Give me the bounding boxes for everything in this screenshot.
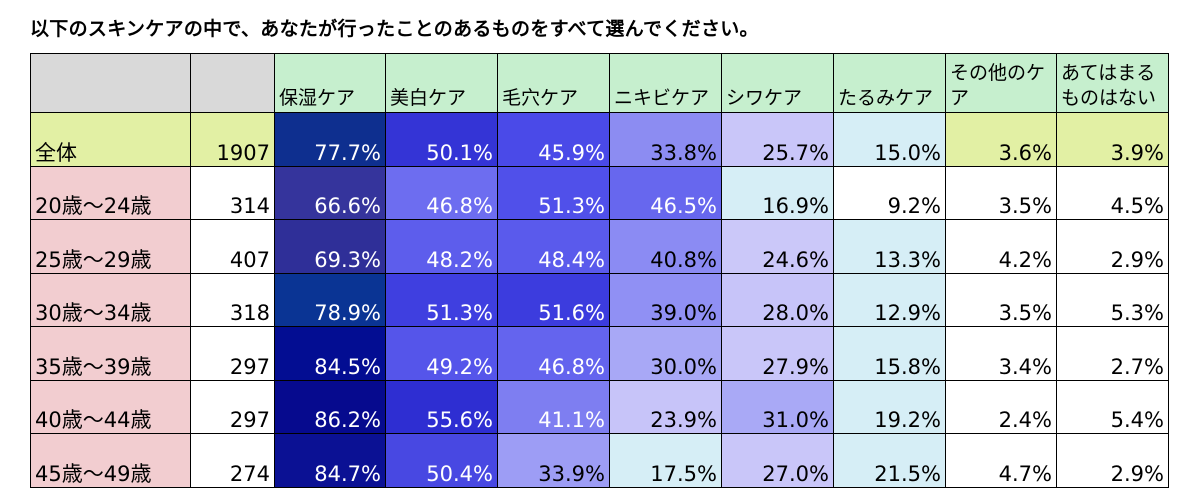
value-cell: 48.2% xyxy=(385,219,498,274)
value-cell: 27.0% xyxy=(721,433,834,488)
row-label: 25歳～29歳 xyxy=(30,219,191,274)
value-cell: 2.9% xyxy=(1056,433,1169,488)
row-label: 35歳～39歳 xyxy=(30,326,191,381)
value-cell: 3.4% xyxy=(945,326,1057,381)
value-cell: 46.8% xyxy=(385,165,498,220)
column-header: その他のケア xyxy=(945,53,1057,113)
column-header: 保湿ケア xyxy=(274,53,386,113)
value-cell: 5.3% xyxy=(1056,272,1169,327)
value-cell: 3.5% xyxy=(945,165,1057,220)
table-row: 45歳～49歳 274 84.7% 50.4% 33.9% 17.5% 27.0% 21.5%… xyxy=(30,433,1169,488)
value-cell: 51.3% xyxy=(497,165,610,220)
value-cell: 17.5% xyxy=(609,433,722,488)
value-cell: 9.2% xyxy=(833,165,946,220)
sample-size: 407 xyxy=(190,219,275,274)
value-cell: 25.7% xyxy=(721,112,834,167)
value-cell: 46.5% xyxy=(609,165,722,220)
row-label: 30歳～34歳 xyxy=(30,272,191,327)
sample-size: 274 xyxy=(190,433,275,488)
value-cell: 15.0% xyxy=(833,112,946,167)
column-header: 毛穴ケア xyxy=(497,53,610,113)
value-cell: 51.6% xyxy=(497,272,610,327)
value-cell: 21.5% xyxy=(833,433,946,488)
row-label: 45歳～49歳 xyxy=(30,433,191,488)
value-cell: 86.2% xyxy=(274,379,386,434)
value-cell: 51.3% xyxy=(385,272,498,327)
value-cell: 3.5% xyxy=(945,272,1057,327)
value-cell: 4.5% xyxy=(1056,165,1169,220)
sample-size: 1907 xyxy=(190,112,275,167)
sample-size: 314 xyxy=(190,165,275,220)
header-row: 保湿ケア 美白ケア 毛穴ケア ニキビケア シワケア たるみケア その他のケア あてはまるものは… xyxy=(30,53,1169,113)
value-cell: 33.9% xyxy=(497,433,610,488)
value-cell: 2.7% xyxy=(1056,326,1169,381)
chart-title: 以下のスキンケアの中で、あなたが行ったことのあるものをすべて選んでください。 xyxy=(30,18,759,40)
value-cell: 15.8% xyxy=(833,326,946,381)
header-blank-cell xyxy=(30,53,191,113)
value-cell: 41.1% xyxy=(497,379,610,434)
value-cell: 84.5% xyxy=(274,326,386,381)
value-cell: 2.4% xyxy=(945,379,1057,434)
value-cell: 5.4% xyxy=(1056,379,1169,434)
value-cell: 50.4% xyxy=(385,433,498,488)
value-cell: 2.9% xyxy=(1056,219,1169,274)
sample-size: 318 xyxy=(190,272,275,327)
value-cell: 84.7% xyxy=(274,433,386,488)
value-cell: 13.3% xyxy=(833,219,946,274)
header-blank-cell xyxy=(190,53,275,113)
value-cell: 77.7% xyxy=(274,112,386,167)
column-header: 美白ケア xyxy=(385,53,498,113)
row-label: 40歳～44歳 xyxy=(30,379,191,434)
value-cell: 45.9% xyxy=(497,112,610,167)
table-row: 全体 1907 77.7% 50.1% 45.9% 33.8% 25.7% 15.0% 3.6%… xyxy=(30,112,1169,167)
table-row: 30歳～34歳 318 78.9% 51.3% 51.6% 39.0% 28.0% 12.9%… xyxy=(30,272,1169,327)
value-cell: 4.2% xyxy=(945,219,1057,274)
value-cell: 69.3% xyxy=(274,219,386,274)
value-cell: 78.9% xyxy=(274,272,386,327)
value-cell: 28.0% xyxy=(721,272,834,327)
column-header: ニキビケア xyxy=(609,53,722,113)
row-label: 20歳～24歳 xyxy=(30,165,191,220)
value-cell: 4.7% xyxy=(945,433,1057,488)
value-cell: 66.6% xyxy=(274,165,386,220)
value-cell: 19.2% xyxy=(833,379,946,434)
value-cell: 23.9% xyxy=(609,379,722,434)
value-cell: 49.2% xyxy=(385,326,498,381)
value-cell: 46.8% xyxy=(497,326,610,381)
value-cell: 30.0% xyxy=(609,326,722,381)
column-header: あてはまるものはない xyxy=(1056,53,1169,113)
sample-size: 297 xyxy=(190,379,275,434)
value-cell: 39.0% xyxy=(609,272,722,327)
table-row: 35歳～39歳 297 84.5% 49.2% 46.8% 30.0% 27.9% 15.8%… xyxy=(30,326,1169,381)
value-cell: 3.6% xyxy=(945,112,1057,167)
column-header: シワケア xyxy=(721,53,834,113)
column-header: たるみケア xyxy=(833,53,946,113)
value-cell: 50.1% xyxy=(385,112,498,167)
value-cell: 55.6% xyxy=(385,379,498,434)
table-row: 25歳～29歳 407 69.3% 48.2% 48.4% 40.8% 24.6% 13.3%… xyxy=(30,219,1169,274)
table-row: 40歳～44歳 297 86.2% 55.6% 41.1% 23.9% 31.0% 19.2%… xyxy=(30,379,1169,434)
value-cell: 48.4% xyxy=(497,219,610,274)
value-cell: 40.8% xyxy=(609,219,722,274)
sample-size: 297 xyxy=(190,326,275,381)
value-cell: 31.0% xyxy=(721,379,834,434)
value-cell: 24.6% xyxy=(721,219,834,274)
value-cell: 12.9% xyxy=(833,272,946,327)
value-cell: 3.9% xyxy=(1056,112,1169,167)
value-cell: 16.9% xyxy=(721,165,834,220)
row-label: 全体 xyxy=(30,112,191,167)
table-row: 20歳～24歳 314 66.6% 46.8% 51.3% 46.5% 16.9% 9.2% 3… xyxy=(30,165,1169,220)
value-cell: 33.8% xyxy=(609,112,722,167)
value-cell: 27.9% xyxy=(721,326,834,381)
data-table: 保湿ケア 美白ケア 毛穴ケア ニキビケア シワケア たるみケア その他のケア あてはまるものは… xyxy=(30,53,1169,488)
